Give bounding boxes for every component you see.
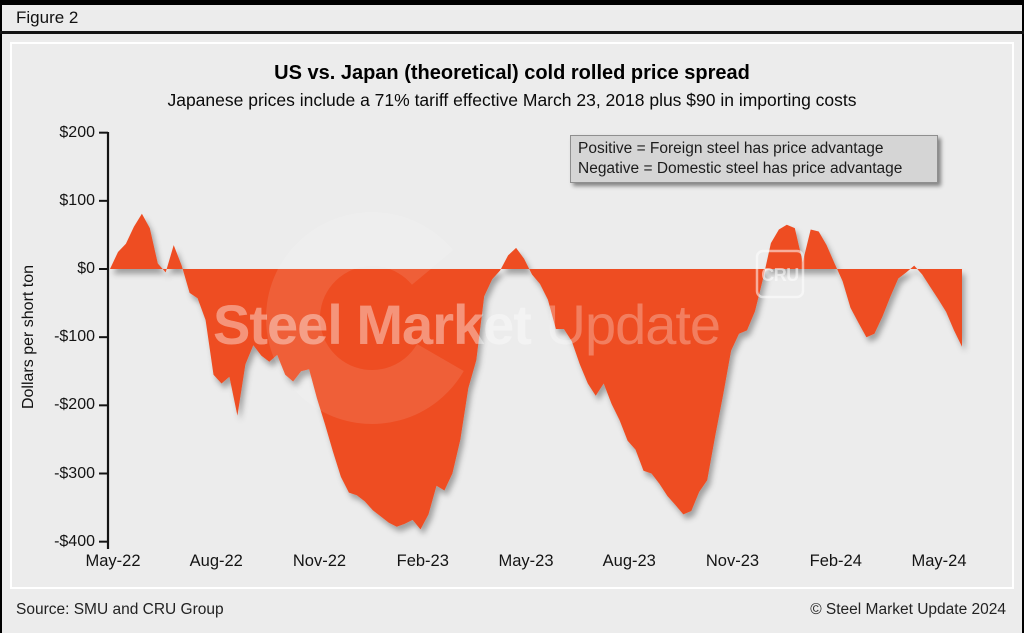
chart-title: US vs. Japan (theoretical) cold rolled p… [274,62,750,84]
page-border-left [0,0,2,633]
page-border-top [0,0,1024,5]
legend-line-negative: Negative = Domestic steel has price adva… [578,160,903,177]
y-axis-title: Dollars per short ton [20,264,37,410]
chart-subtitle: Japanese prices include a 71% tariff eff… [167,90,857,110]
header-divider [0,31,1024,34]
chart-panel [10,42,1014,589]
copyright-note: © Steel Market Update 2024 [810,601,1006,618]
legend-box: Positive = Foreign steel has price advan… [570,135,938,183]
figure-label: Figure 2 [16,8,79,27]
source-note: Source: SMU and CRU Group [16,601,224,618]
page-border-right [1022,0,1024,633]
legend-line-positive: Positive = Foreign steel has price advan… [578,140,884,157]
